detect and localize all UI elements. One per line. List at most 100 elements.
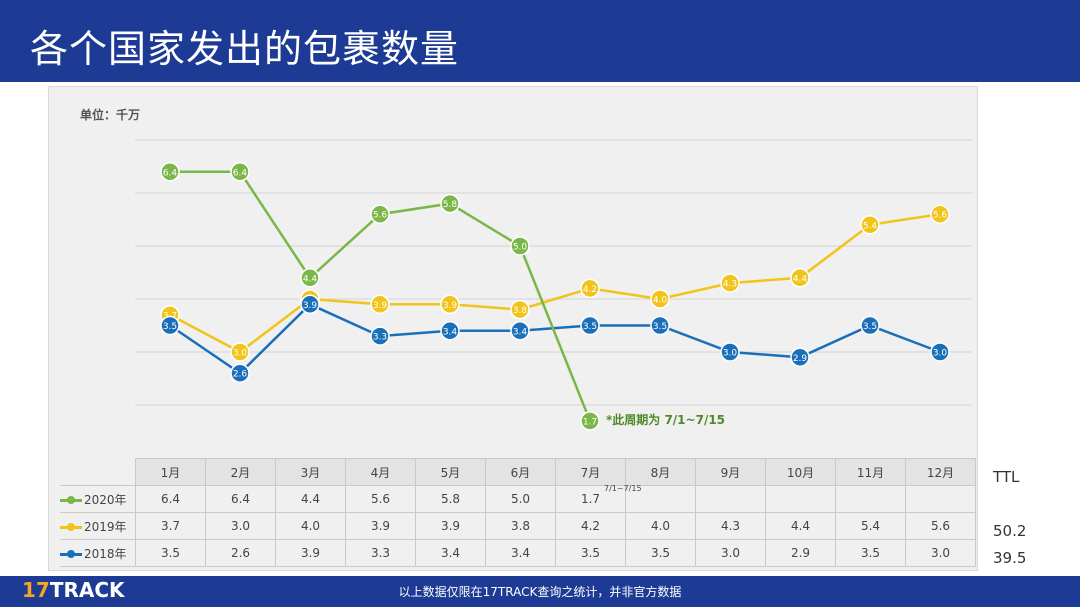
- data-label: 3.9: [373, 301, 388, 311]
- table-cell: 3.9: [275, 539, 346, 567]
- data-label: 3.5: [653, 322, 667, 332]
- series-line-2018年: [169, 302, 941, 375]
- table-cell: 5.6: [905, 512, 976, 540]
- table-cell: 3.5: [135, 539, 206, 567]
- data-label: 3.5: [163, 322, 177, 332]
- data-point: [860, 215, 880, 235]
- month-header: 5月: [415, 458, 486, 486]
- data-point: [440, 193, 460, 214]
- table-row: 2019年 3.7 3.0 4.0 3.9 3.9 3.8 4.2 4.0 4.3 4.4 5.4 5.…: [60, 512, 976, 540]
- series-legend: 2018年: [60, 539, 136, 567]
- data-label: 3.4: [443, 327, 458, 337]
- data-point: [580, 411, 600, 431]
- month-header: 4月: [345, 458, 416, 486]
- data-point: [930, 342, 950, 362]
- data-point: [230, 162, 250, 182]
- data-label: 3.9: [443, 301, 458, 311]
- table-cell: [695, 485, 766, 513]
- data-label: 3.5: [583, 322, 597, 332]
- footer-note: 以上数据仅限在17TRACK查询之统计，并非官方数据: [398, 585, 682, 599]
- table-cell: 6.4: [205, 485, 276, 513]
- table-cell: 5.8: [415, 485, 486, 513]
- data-point: [370, 326, 390, 346]
- month-header: 2月: [205, 458, 276, 486]
- data-point: [510, 236, 530, 256]
- table-cell: 3.0: [905, 539, 976, 567]
- data-label: 3.0: [933, 349, 948, 359]
- data-point: [440, 294, 460, 315]
- ttl-2019: 50.2: [993, 522, 1027, 540]
- data-point: [720, 273, 740, 293]
- data-label: 5.8: [443, 200, 458, 210]
- table-cell: 3.4: [485, 539, 556, 567]
- legend-marker-icon: [60, 495, 82, 504]
- legend-marker-icon: [60, 522, 82, 531]
- data-label: 3.9: [303, 301, 318, 311]
- data-label: 1.7: [583, 417, 597, 427]
- month-header: 7月: [555, 458, 626, 486]
- table-cell: 5.6: [345, 485, 416, 513]
- data-label: 6.4: [163, 168, 178, 178]
- data-point: [370, 294, 390, 315]
- data-label: 2.6: [233, 370, 248, 380]
- data-point: [160, 162, 180, 182]
- period-annotation: *此周期为 7/1~7/15: [606, 412, 725, 427]
- month-header: 9月: [695, 458, 766, 486]
- data-label: 2.9: [793, 354, 808, 364]
- table-corner: [60, 458, 136, 486]
- data-label: 6.4: [233, 168, 248, 178]
- legend-marker-icon: [60, 549, 82, 558]
- table-row: 2020年 6.4 6.4 4.4 5.6 5.8 5.0 1.7: [60, 485, 976, 513]
- data-label: 4.3: [723, 280, 737, 290]
- month-header: 6月: [485, 458, 556, 486]
- legend-label: 2020年: [84, 492, 127, 507]
- table-cell: 3.0: [695, 539, 766, 567]
- table-cell: 3.9: [415, 512, 486, 540]
- data-point: [300, 268, 320, 288]
- month-header: 8月: [625, 458, 696, 486]
- data-point: [650, 289, 670, 309]
- data-label: 3.0: [723, 349, 738, 359]
- month-header: 10月: [765, 458, 836, 486]
- table-cell: [835, 485, 906, 513]
- page-title: 各个国家发出的包裹数量: [30, 27, 460, 71]
- ttl-2018: 39.5: [993, 549, 1027, 567]
- footer-bar: 17TRACK 以上数据仅限在17TRACK查询之统计，并非官方数据: [0, 576, 1080, 607]
- table-cell: 4.4: [765, 512, 836, 540]
- series-legend: 2019年: [60, 512, 136, 540]
- data-label: 5.6: [933, 211, 948, 221]
- data-point: [160, 315, 180, 336]
- data-label: 3.4: [513, 327, 528, 337]
- data-point: [300, 294, 320, 315]
- table-cell: 4.2: [555, 512, 626, 540]
- table-cell: 2.6: [205, 539, 276, 567]
- table-cell: 3.9: [345, 512, 416, 540]
- table-cell: 4.0: [625, 512, 696, 540]
- table-cell: 5.0: [485, 485, 556, 513]
- table-cell: 3.3: [345, 539, 416, 567]
- table-header-row: 1月 2月 3月 4月 5月 6月 7月 8月 9月 10月 11月 12月: [60, 458, 976, 486]
- header-bar: 各个国家发出的包裹数量: [0, 0, 1080, 82]
- month-header: 12月: [905, 458, 976, 486]
- data-label: 3.5: [863, 322, 877, 332]
- data-point: [860, 315, 880, 336]
- series-line-2019年: [169, 212, 941, 354]
- data-point: [230, 342, 250, 362]
- table-cell: 3.4: [415, 539, 486, 567]
- ttl-header: TTL: [993, 468, 1020, 486]
- table-row: 2018年 3.5 2.6 3.9 3.3 3.4 3.4 3.5 3.5 3.0 2.9 3.5 3.…: [60, 539, 976, 567]
- table-cell: [765, 485, 836, 513]
- table-cell: 6.4: [135, 485, 206, 513]
- brand-logo: 17TRACK: [22, 578, 125, 602]
- data-point: [790, 347, 810, 368]
- data-table: 1月 2月 3月 4月 5月 6月 7月 8月 9月 10月 11月 12月 2020年 6.4 6.4 4.…: [60, 458, 976, 567]
- legend-label: 2018年: [84, 546, 127, 561]
- table-cell: 3.7: [135, 512, 206, 540]
- month-header: 3月: [275, 458, 346, 486]
- table-cell: 2.9: [765, 539, 836, 567]
- table-cell: 3.5: [835, 539, 906, 567]
- table-cell: 4.4: [275, 485, 346, 513]
- table-cell: 3.5: [555, 539, 626, 567]
- table-cell: 3.5: [625, 539, 696, 567]
